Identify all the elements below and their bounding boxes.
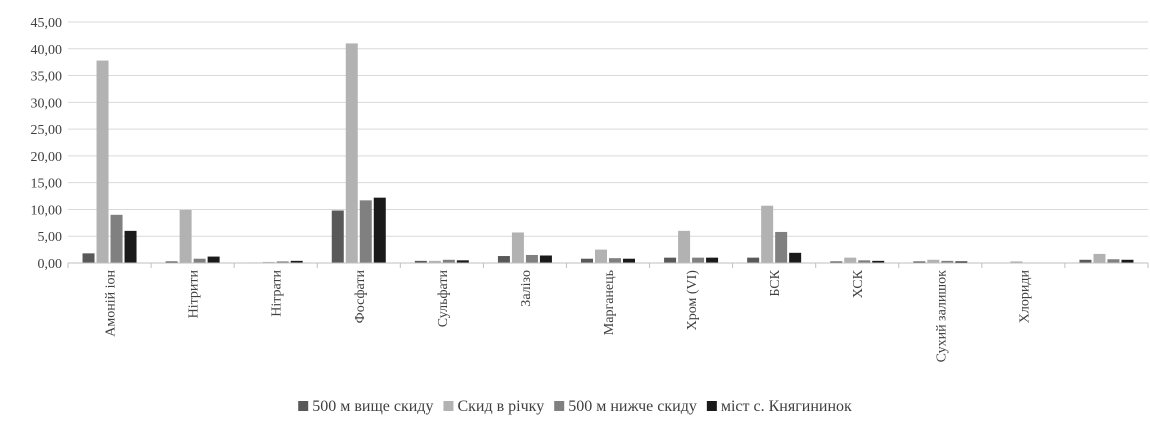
bar (331, 210, 344, 263)
bar (692, 257, 705, 263)
bar (124, 230, 137, 263)
x-tick-label: ХСК (851, 269, 866, 298)
bar (193, 258, 206, 263)
bar (927, 259, 940, 263)
bar (913, 261, 926, 263)
bar (761, 205, 774, 263)
bar (497, 256, 510, 263)
legend-item: Скид в річку (443, 398, 544, 415)
x-tick-label: Хром (VI) (685, 270, 700, 331)
bar (179, 209, 192, 263)
y-tick-label: 20,00 (31, 150, 63, 165)
x-tick-label: Нітрити (187, 270, 202, 319)
bar (414, 260, 427, 263)
bars (82, 43, 1134, 264)
bar (1079, 259, 1092, 263)
bar (82, 253, 95, 263)
legend-swatch (443, 401, 454, 411)
legend-item: 500 м вище скиду (298, 398, 433, 415)
y-tick-label: 45,00 (31, 16, 63, 31)
bar (110, 214, 123, 263)
bar (706, 257, 719, 263)
legend-label: 500 м вище скиду (312, 398, 433, 415)
x-tick-label: Нітрати (270, 270, 285, 317)
x-tick-label: Сульфати (436, 269, 451, 327)
bar (775, 231, 788, 263)
bar (595, 249, 607, 263)
legend-item: міст с. Княгининок (706, 398, 852, 415)
x-tick-label: БСК (768, 269, 783, 296)
bar (442, 259, 455, 263)
bar (1121, 259, 1134, 263)
x-tick-label: Хлориди (1017, 270, 1032, 324)
bar (1107, 259, 1120, 263)
legend-item: 500 м нижче скиду (554, 398, 697, 415)
bar (623, 258, 635, 263)
bar (858, 260, 871, 263)
bar (830, 261, 843, 263)
y-axis: 0,00 5,00 10,00 15,00 20,00 25,00 30,00 35,00 40… (31, 16, 63, 272)
legend-swatch (554, 401, 565, 411)
y-tick-label: 0,00 (38, 257, 63, 272)
legend-swatch (706, 401, 717, 411)
legend-swatch (298, 401, 309, 411)
bar (525, 254, 538, 263)
bar (664, 257, 677, 263)
bar (581, 258, 593, 263)
bar (96, 60, 109, 264)
bar (373, 197, 386, 263)
y-tick-label: 40,00 (31, 43, 63, 58)
bar (1093, 253, 1106, 263)
x-tick-label: Залізо (519, 270, 534, 307)
x-axis: Амоній іон Нітрити Нітрати Фосфати Сульфати З… (67, 262, 1149, 363)
y-tick-label: 15,00 (31, 177, 63, 192)
bar (747, 257, 760, 263)
y-tick-label: 35,00 (31, 70, 63, 85)
bar (359, 200, 372, 263)
legend-label: Скид в річку (457, 398, 544, 415)
bar (872, 260, 885, 263)
bar (609, 258, 621, 263)
x-tick-label: Амоній іон (104, 270, 119, 337)
bar (290, 260, 303, 263)
legend-label: міст с. Княгининок (721, 398, 852, 415)
bar (165, 261, 178, 263)
legend-label: 500 м нижче скиду (568, 398, 697, 415)
x-tick-label: Фосфати (353, 269, 368, 323)
bar (511, 232, 524, 263)
bar (789, 252, 802, 263)
bar (345, 43, 358, 263)
gridlines (68, 21, 1148, 237)
bar (262, 261, 275, 263)
bar (539, 255, 552, 263)
bar (1010, 261, 1023, 263)
x-tick-label: Сухий залишок (934, 270, 949, 363)
bar (456, 260, 469, 263)
bar (844, 257, 857, 263)
y-tick-label: 30,00 (31, 96, 63, 111)
y-tick-label: 5,00 (38, 230, 63, 245)
bar (276, 261, 289, 263)
bar (955, 261, 968, 263)
legend: 500 м вище скиду Скид в річку 500 м нижче … (298, 398, 852, 415)
y-tick-label: 25,00 (31, 123, 63, 138)
bar (941, 260, 954, 263)
bar (207, 256, 220, 263)
bar (428, 260, 441, 263)
bar (678, 230, 691, 263)
x-tick-label: Марганець (602, 270, 617, 335)
y-tick-label: 10,00 (31, 203, 63, 218)
